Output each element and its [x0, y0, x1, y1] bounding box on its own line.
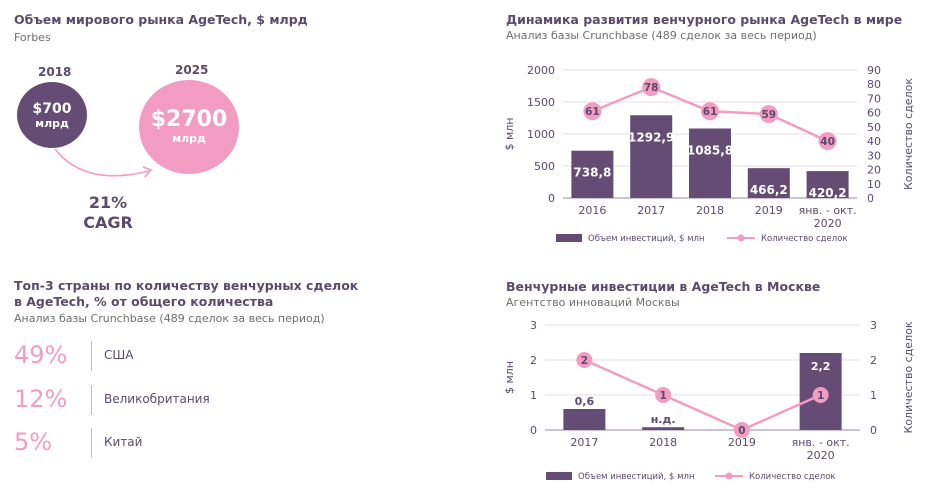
deals-point-label: 2 [581, 355, 588, 367]
x-tick-label: 2020 [807, 449, 835, 462]
y-axis-title: $ млн [503, 361, 516, 394]
y2-tick-label: 3 [870, 319, 877, 332]
y-tick-label: 1 [530, 389, 537, 402]
bar [642, 427, 684, 430]
bar-value-label: 2,2 [811, 360, 831, 373]
x-tick-label: 2019 [728, 436, 756, 449]
deals-point-label: 1 [817, 390, 824, 402]
legend-swatch-investment [546, 472, 572, 480]
y2-tick-label: 0 [870, 424, 877, 437]
deals-point-label: 1 [659, 390, 666, 402]
y-tick-label: 2 [530, 354, 537, 367]
legend-label-investment: Объем инвестиций, $ млн [578, 472, 695, 482]
y2-tick-label: 2 [870, 354, 877, 367]
legend-label-deals: Количество сделок [749, 472, 836, 482]
y2-tick-label: 1 [870, 389, 877, 402]
y-tick-label: 3 [530, 319, 537, 332]
y-tick-label: 0 [530, 424, 537, 437]
x-tick-label: 2018 [649, 436, 677, 449]
legend-marker-deals [726, 473, 733, 480]
bar-value-label: н.д. [651, 413, 676, 426]
x-tick-label: 2017 [570, 436, 598, 449]
bar [563, 409, 605, 430]
x-tick-label: янв. - окт. [792, 436, 850, 449]
bar-value-label: 0,6 [575, 395, 595, 408]
y2-axis-title: Количество сделок [902, 321, 915, 433]
